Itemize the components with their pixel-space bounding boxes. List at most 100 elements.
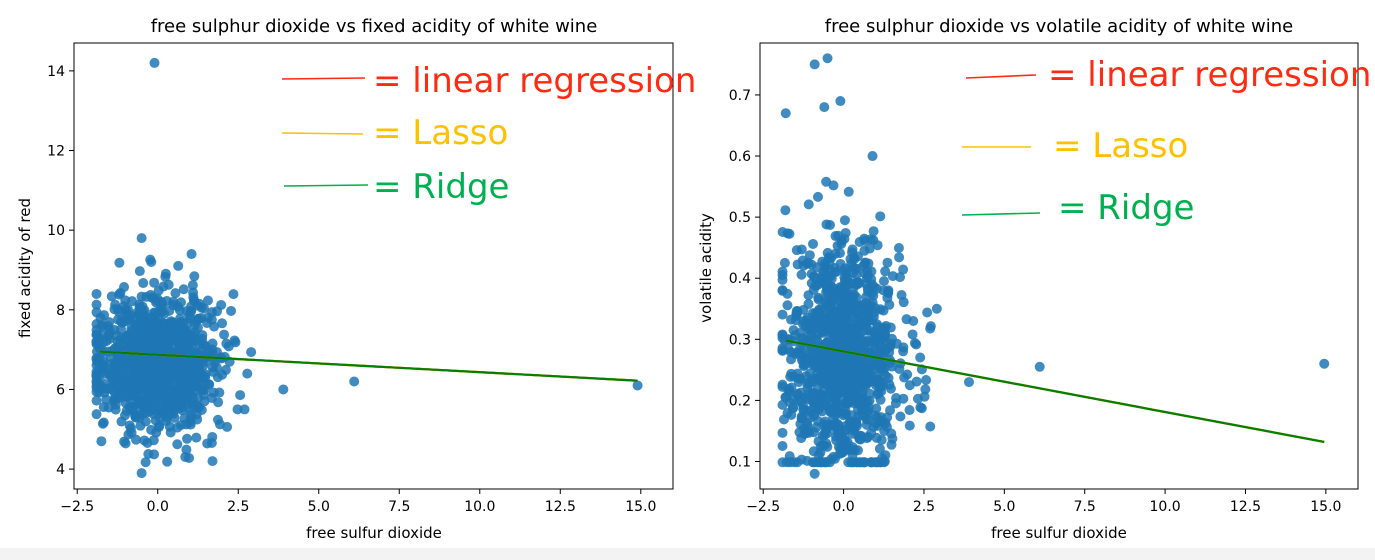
scatter-point [184, 452, 195, 463]
scatter-point [798, 405, 809, 416]
scatter-point [114, 257, 125, 268]
x-tick-label: 12.5 [1230, 499, 1261, 515]
scatter-point [161, 412, 172, 423]
axis-ticks: −2.5 0.0 2.5 5.0 7.5 10.0 12.5 15.0 4 6 8 10 12 14 [47, 64, 656, 515]
scatter-point [148, 382, 159, 393]
scatter-point-outlier [207, 456, 218, 467]
chart-title: free sulphur dioxide vs volatile acidity… [825, 16, 1293, 37]
scatter-point [870, 410, 881, 421]
scatter-point [96, 320, 107, 331]
scatter-point [207, 307, 218, 318]
legend-line-linear-regression [281, 77, 366, 80]
scatter-point [904, 405, 915, 416]
scatter-point [813, 294, 824, 305]
scatter-point [808, 284, 819, 295]
scatter-point [140, 372, 151, 383]
scatter-point [173, 260, 184, 271]
scatter-point [818, 325, 829, 336]
scatter-point [138, 278, 149, 289]
scatter-point [840, 409, 851, 420]
scatter-point [786, 314, 797, 325]
scatter-point [221, 338, 232, 349]
axis-ticks: −2.5 0.0 2.5 5.0 7.5 10.0 12.5 15.0 0.1 0.2 0.3 0.4… [729, 88, 1342, 515]
scatter-point [792, 457, 803, 468]
scatter-point-outlier [96, 436, 107, 447]
scatter-point [791, 245, 802, 256]
scatter-point [813, 309, 824, 320]
scatter-point [797, 333, 808, 344]
scatter-point [159, 318, 170, 329]
scatter-point [780, 392, 791, 403]
scatter-point [166, 333, 177, 344]
scatter-point [170, 288, 181, 299]
scatter-point [802, 389, 813, 400]
scatter-point [99, 387, 110, 398]
plot-frame [759, 42, 1359, 490]
scatter-point [780, 205, 791, 216]
scatter-point [130, 434, 141, 445]
scatter-point [869, 282, 880, 293]
scatter-point [820, 317, 831, 328]
scatter-point [837, 357, 848, 368]
scatter-point [202, 295, 213, 306]
scatter-point [818, 358, 829, 369]
x-tick-label: 2.5 [227, 499, 249, 515]
scatter-point [875, 304, 886, 315]
scatter-point [804, 368, 815, 379]
scatter-point [140, 416, 151, 427]
scatter-point [184, 310, 195, 321]
scatter-point [899, 372, 910, 383]
scatter-point [804, 322, 815, 333]
scatter-point [828, 451, 839, 462]
scatter-point [130, 395, 141, 406]
scatter-point [821, 219, 832, 230]
scatter-point [878, 276, 889, 287]
scatter-point [849, 423, 860, 434]
scatter-point [91, 409, 102, 420]
scatter-point [803, 257, 814, 268]
scatter-point [875, 211, 886, 222]
scatter-point [98, 417, 109, 428]
legend-label-lasso: = Lasso [373, 113, 508, 153]
scatter-point [852, 308, 863, 319]
y-axis-label: volatile acidity [697, 213, 715, 323]
scatter-point [782, 228, 793, 239]
scatter-point [828, 180, 839, 191]
scatter-point [785, 457, 796, 468]
scatter-point [113, 307, 124, 318]
scatter-point [811, 422, 822, 433]
scatter-point-outlier [136, 468, 147, 479]
scatter-point [819, 376, 830, 387]
scatter-point [815, 441, 826, 452]
scatter-point [847, 262, 858, 273]
scatter-point [228, 289, 239, 300]
scatter-point [879, 344, 890, 355]
scatter-point [777, 457, 788, 468]
scatter-point [886, 439, 897, 450]
scatter-point [904, 420, 915, 431]
scatter-point [898, 264, 909, 275]
scatter-point [880, 266, 891, 277]
scatter-point-outlier [809, 468, 820, 479]
scatter-point-outlier [149, 57, 160, 68]
scatter-point [818, 267, 829, 278]
scatter-point [226, 305, 237, 316]
scatter-point [96, 345, 107, 356]
scatter-point [98, 402, 109, 413]
scatter-point [854, 236, 865, 247]
scatter-point [796, 269, 807, 280]
scatter-point [813, 404, 824, 415]
scatter-point [898, 393, 909, 404]
scatter-point [846, 457, 857, 468]
scatter-point [206, 392, 217, 403]
scatter-point [851, 292, 862, 303]
scatter-point [803, 379, 814, 390]
scatter-point [833, 315, 844, 326]
scatter-point [148, 330, 159, 341]
scatter-point [851, 269, 862, 280]
scatter-point [877, 453, 888, 464]
scatter-point [198, 378, 209, 389]
scatter-point [134, 266, 145, 277]
scatter-point [788, 402, 799, 413]
scatter-point [246, 347, 257, 358]
